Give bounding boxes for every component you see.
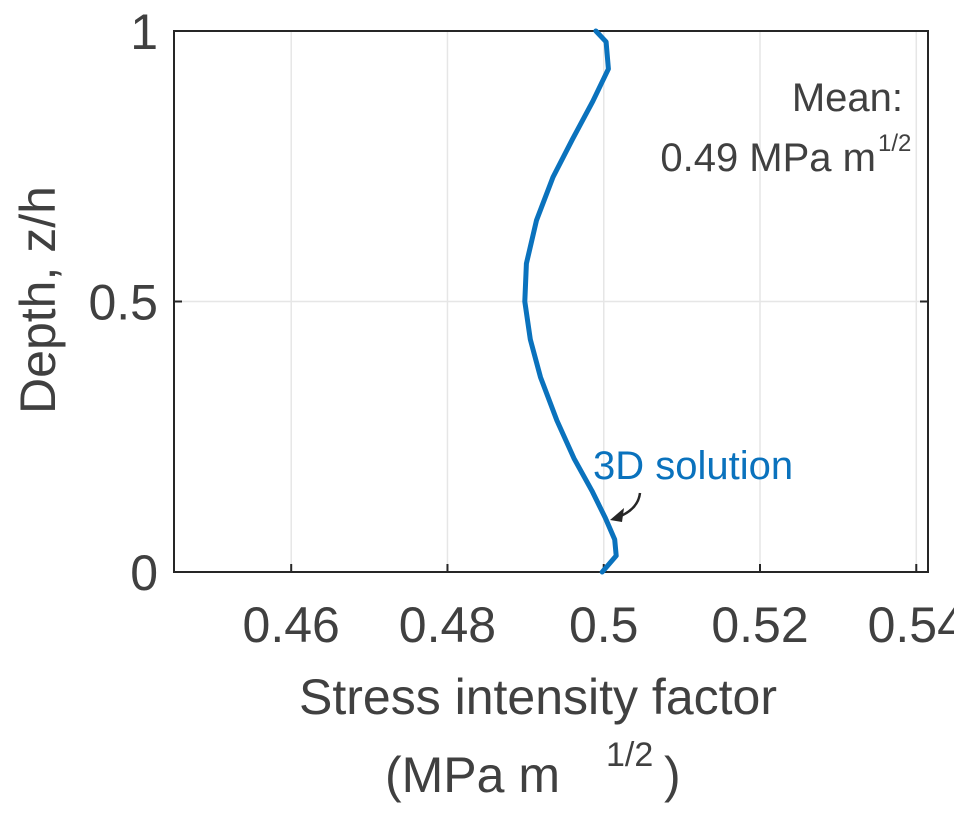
- mean-label: Mean:: [792, 76, 903, 120]
- mean-value: 0.49 MPa m: [660, 136, 876, 180]
- series-label-3d-solution: 3D solution: [593, 444, 793, 488]
- x-axis-unit-prefix: (MPa m: [385, 747, 560, 803]
- x-tick-label: 0.48: [399, 597, 496, 653]
- y-tick-label: 0.5: [88, 275, 158, 331]
- x-tick-label: 0.52: [711, 597, 808, 653]
- y-tick-label: 1: [130, 4, 158, 60]
- annotation-arrowhead: [610, 508, 624, 522]
- x-axis-unit-exponent: 1/2: [606, 736, 653, 774]
- x-tick-label: 0.46: [243, 597, 340, 653]
- y-tick-label: 0: [130, 545, 158, 601]
- x-tick-label: 0.5: [569, 597, 639, 653]
- x-axis-unit: (MPa m 1/2 ): [385, 736, 681, 803]
- mean-value-exponent: 1/2: [878, 130, 911, 157]
- y-axis-ticks: 00.51: [88, 4, 928, 601]
- y-axis-label: Depth, z/h: [10, 186, 66, 414]
- x-axis-unit-suffix: ): [664, 747, 681, 803]
- x-axis-ticks: 0.46 0.48 0.5 0.52 0.54: [243, 564, 954, 653]
- x-axis-label: Stress intensity factor: [299, 669, 777, 725]
- series-line-3d-solution: [522, 28, 619, 575]
- x-tick-label: 0.54: [868, 597, 954, 653]
